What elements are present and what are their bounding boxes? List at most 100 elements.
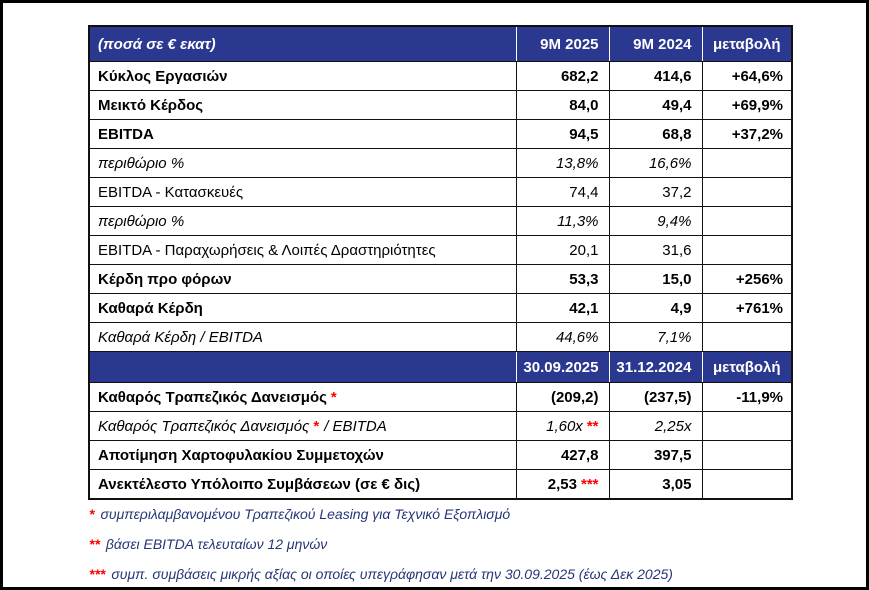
row-label-cell: Καθαρός Τραπεζικός Δανεισμός * / EBITDA xyxy=(88,411,517,441)
row-label: περιθώριο % xyxy=(98,154,185,172)
row-label: Καθαρός Τραπεζικός Δανεισμός xyxy=(98,388,327,406)
change-cell: +64,6% xyxy=(701,61,793,91)
row-label: Κύκλος Εργασιών xyxy=(98,67,228,85)
value-col2: 15,0 xyxy=(662,270,692,288)
table-row: Καθαρά Κέρδη / EBITDA 44,6% 7,1% xyxy=(88,322,793,352)
change-cell xyxy=(701,322,793,352)
empty-header-cell xyxy=(88,351,517,383)
value-col1: 2,53 xyxy=(547,475,577,493)
row-label: Αποτίμηση Χαρτοφυλακίου Συμμετοχών xyxy=(98,446,384,464)
footnote-asterisk: * xyxy=(89,506,95,522)
value-col2: 414,6 xyxy=(653,67,692,85)
row-label: περιθώριο % xyxy=(98,212,185,230)
col-header-30-09-2025: 30.09.2025 xyxy=(515,351,610,383)
table-row: Κύκλος Εργασιών 682,2 414,6 +64,6% xyxy=(88,61,793,91)
row-label-cell: Μεικτό Κέρδος xyxy=(88,90,517,120)
change-cell: +761% xyxy=(701,293,793,323)
change-cell: +256% xyxy=(701,264,793,294)
value-col2-cell: 68,8 xyxy=(608,119,703,149)
row-label-cell: Κύκλος Εργασιών xyxy=(88,61,517,91)
table-row: EBITDA - Παραχωρήσεις & Λοιπές Δραστηριό… xyxy=(88,235,793,265)
value-col2: 31,6 xyxy=(662,241,692,259)
value-col2-cell: 16,6% xyxy=(608,148,703,178)
col-header-change-2: μεταβολή xyxy=(701,351,793,383)
row-label-cell: Αποτίμηση Χαρτοφυλακίου Συμμετοχών xyxy=(88,440,517,470)
value-col2-cell: 31,6 xyxy=(608,235,703,265)
value-col2: 68,8 xyxy=(662,125,692,143)
row-label: EBITDA xyxy=(98,125,154,143)
row-label: Κέρδη προ φόρων xyxy=(98,270,232,288)
footnote-asterisk: *** xyxy=(89,566,106,582)
change-cell xyxy=(701,148,793,178)
footnote: * συμπεριλαμβανομένου Τραπεζικού Leasing … xyxy=(89,499,673,529)
value-col2: (237,5) xyxy=(643,388,692,406)
col-header-9m-2025: 9M 2025 xyxy=(515,25,610,62)
label-red-asterisk: * xyxy=(330,388,337,406)
value-red-asterisk: *** xyxy=(580,475,599,493)
row-label: EBITDA - Παραχωρήσεις & Λοιπές Δραστηριό… xyxy=(98,241,436,259)
footnote-text: βάσει EBITDA τελευταίων 12 μηνών xyxy=(105,536,328,552)
balance-sheet-section: Καθαρός Τραπεζικός Δανεισμός * (209,2) (2… xyxy=(88,382,793,500)
row-label-cell: περιθώριο % xyxy=(88,148,517,178)
table-header-row-dates: 30.09.2025 31.12.2024 μεταβολή xyxy=(88,351,793,383)
table-header-row-period: (ποσά σε € εκατ) 9M 2025 9M 2024 μεταβολ… xyxy=(88,25,793,62)
col-header-9m-2024: 9M 2024 xyxy=(608,25,703,62)
table-row: Καθαρός Τραπεζικός Δανεισμός * (209,2) (2… xyxy=(88,382,793,412)
table-row: Κέρδη προ φόρων 53,3 15,0 +256% xyxy=(88,264,793,294)
value-col1: 94,5 xyxy=(569,125,599,143)
value-col2-cell: 397,5 xyxy=(608,440,703,470)
table-row: Αποτίμηση Χαρτοφυλακίου Συμμετοχών 427,8… xyxy=(88,440,793,470)
change-value: +64,6% xyxy=(731,67,783,85)
value-col1-cell: 11,3% xyxy=(515,206,610,236)
value-col1-cell: 94,5 xyxy=(515,119,610,149)
footnote-text: συμπ. συμβάσεις μικρής αξίας οι οποίες υ… xyxy=(111,566,673,582)
table-row: Καθαρά Κέρδη 42,1 4,9 +761% xyxy=(88,293,793,323)
value-col1: 427,8 xyxy=(560,446,599,464)
footnote-asterisk: ** xyxy=(89,536,100,552)
change-value: +256% xyxy=(735,270,783,288)
value-col2-cell: 3,05 xyxy=(608,469,703,500)
value-col1-cell: 42,1 xyxy=(515,293,610,323)
value-col1: 20,1 xyxy=(569,241,599,259)
row-label: Καθαρά Κέρδη xyxy=(98,299,203,317)
change-cell xyxy=(701,440,793,470)
value-col2: 49,4 xyxy=(662,96,692,114)
value-col1-cell: 682,2 xyxy=(515,61,610,91)
value-col1: 84,0 xyxy=(569,96,599,114)
row-label: Καθαρός Τραπεζικός Δανεισμός xyxy=(98,417,310,435)
value-col2-cell: 49,4 xyxy=(608,90,703,120)
value-col1: 74,4 xyxy=(569,183,599,201)
table-row: περιθώριο % 13,8% 16,6% xyxy=(88,148,793,178)
row-label-cell: EBITDA - Παραχωρήσεις & Λοιπές Δραστηριό… xyxy=(88,235,517,265)
row-label-cell: Καθαρός Τραπεζικός Δανεισμός * xyxy=(88,382,517,412)
row-label-cell: Ανεκτέλεστο Υπόλοιπο Συμβάσεων (σε € δις… xyxy=(88,469,517,500)
table-row: Μεικτό Κέρδος 84,0 49,4 +69,9% xyxy=(88,90,793,120)
table-row: EBITDA 94,5 68,8 +37,2% xyxy=(88,119,793,149)
period-header-section: (ποσά σε € εκατ) 9M 2025 9M 2024 μεταβολ… xyxy=(88,25,793,62)
value-col2-cell: 7,1% xyxy=(608,322,703,352)
change-value: -11,9% xyxy=(736,388,783,406)
value-col2-cell: 37,2 xyxy=(608,177,703,207)
row-label: Μεικτό Κέρδος xyxy=(98,96,204,114)
row-label-cell: Κέρδη προ φόρων xyxy=(88,264,517,294)
value-col1-cell: 13,8% xyxy=(515,148,610,178)
footnote-text: συμπεριλαμβανομένου Τραπεζικού Leasing γ… xyxy=(100,506,511,522)
change-value: +761% xyxy=(735,299,783,317)
value-col2-cell: 2,25x xyxy=(608,411,703,441)
value-col1: 53,3 xyxy=(569,270,599,288)
row-label-cell: EBITDA xyxy=(88,119,517,149)
value-col2: 9,4% xyxy=(657,212,692,230)
change-cell: -11,9% xyxy=(701,382,793,412)
footnotes-block: * συμπεριλαμβανομένου Τραπεζικού Leasing … xyxy=(89,499,673,587)
value-col2: 2,25x xyxy=(654,417,692,435)
row-label-cell: Καθαρά Κέρδη / EBITDA xyxy=(88,322,517,352)
footnote: *** συμπ. συμβάσεις μικρής αξίας οι οποίε… xyxy=(89,559,673,587)
units-label: (ποσά σε € εκατ) xyxy=(88,25,517,62)
value-col1: 11,3% xyxy=(557,212,599,230)
value-col2: 397,5 xyxy=(653,446,692,464)
change-cell xyxy=(701,235,793,265)
col-header-31-12-2024: 31.12.2024 xyxy=(608,351,703,383)
value-col1-cell: 427,8 xyxy=(515,440,610,470)
results-table-container: (ποσά σε € εκατ) 9M 2025 9M 2024 μεταβολ… xyxy=(88,25,793,500)
